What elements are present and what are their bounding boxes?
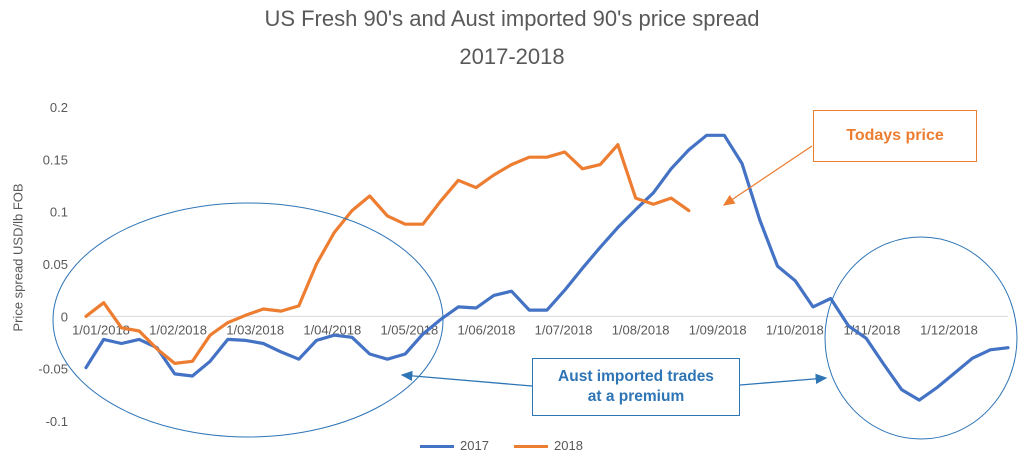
premium-region-ellipse-left <box>52 202 444 438</box>
premium-arrow-left <box>400 370 533 387</box>
x-tick-label: 1/03/2018 <box>226 322 284 337</box>
premium-callout-line-2: at a premium <box>587 388 685 405</box>
chart-subtitle: 2017-2018 <box>459 44 565 69</box>
legend-item-2018: 2018 <box>514 438 583 453</box>
x-tick-label: 1/09/2018 <box>689 322 747 337</box>
x-tick-label: 1/10/2018 <box>766 322 824 337</box>
chart-title: US Fresh 90's and Aust imported 90's pri… <box>264 6 760 31</box>
legend-swatch-2017 <box>420 445 454 449</box>
y-tick-label: -0.1 <box>46 414 68 429</box>
premium-arrow-right <box>739 373 828 386</box>
x-tick-label: 1/04/2018 <box>303 322 361 337</box>
y-tick-label: 0.15 <box>43 152 68 167</box>
y-tick-label: 0 <box>61 309 68 324</box>
x-tick-label: 1/08/2018 <box>612 322 670 337</box>
premium-callout-line-1: Aust imported trades <box>558 368 714 385</box>
x-tick-label: 1/02/2018 <box>149 322 207 337</box>
todays-price-callout-text: Todays price <box>846 127 944 144</box>
todays-price-callout: Todays price <box>813 110 977 162</box>
y-tick-label: -0.05 <box>38 362 68 377</box>
legend-item-2017: 2017 <box>420 438 489 453</box>
x-tick-label: 1/12/2018 <box>920 322 978 337</box>
premium-region-ellipse-right <box>824 236 1018 440</box>
x-tick-label: 1/07/2018 <box>535 322 593 337</box>
legend-label-2018: 2018 <box>554 438 583 453</box>
premium-callout: Aust imported trades at a premium <box>532 358 740 416</box>
todays-price-arrow <box>722 145 813 206</box>
y-tick-label: 0.05 <box>43 257 68 272</box>
x-tick-label: 1/06/2018 <box>458 322 516 337</box>
y-tick-label: 0.1 <box>50 205 68 220</box>
y-tick-label: 0.2 <box>50 100 68 115</box>
x-tick-label: 1/01/2018 <box>72 322 130 337</box>
legend-swatch-2018 <box>514 445 548 449</box>
legend-label-2017: 2017 <box>460 438 489 453</box>
